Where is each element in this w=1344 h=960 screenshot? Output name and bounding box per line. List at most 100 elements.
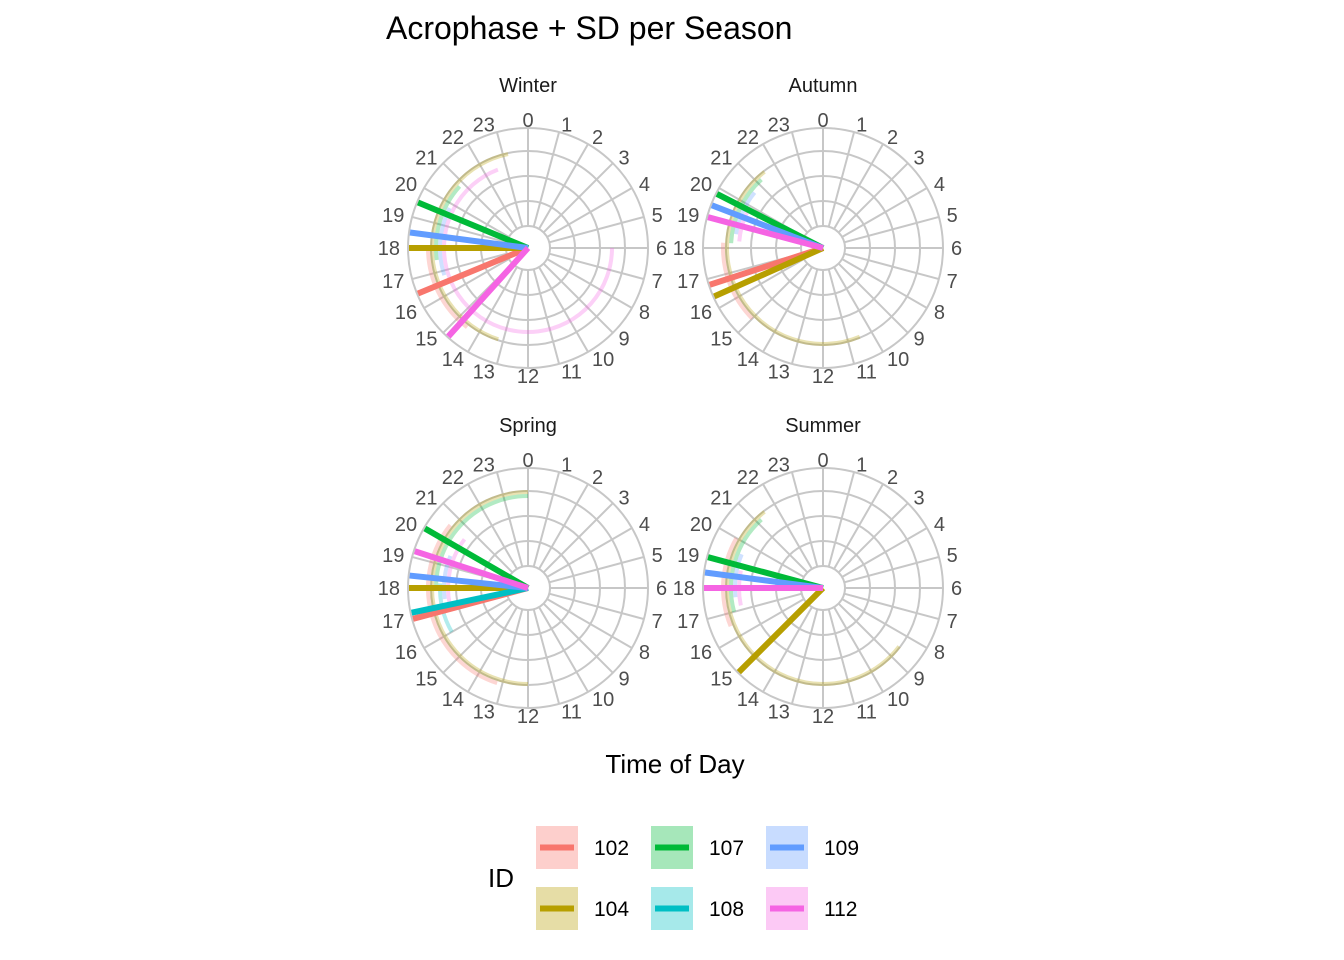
tick-label: 19 [677,545,699,567]
grid-spoke [843,555,940,584]
grid-spoke [467,606,518,693]
legend-label: 108 [709,898,744,921]
grid-spoke [833,606,884,693]
tick-label: 0 [817,450,828,472]
grid-spoke [495,608,524,705]
polar-grid-winter [407,127,649,369]
grid-spoke [532,471,561,568]
acrophase-line-104 [713,245,825,300]
grid-spoke [411,215,508,244]
grid-spoke [827,131,856,228]
tick-label: 7 [652,611,663,633]
tick-label: 20 [395,174,417,196]
grid-spoke [538,483,589,570]
grid-spoke [737,162,809,234]
tick-label: 10 [592,689,614,711]
grid-spoke [538,606,589,693]
legend-label: 109 [824,837,859,860]
tick-label: 3 [619,147,630,169]
tick-label: 13 [473,362,495,384]
tick-label: 23 [473,114,495,136]
tick-label: 8 [934,642,945,664]
grid-spoke [532,608,561,705]
tick-label: 2 [887,127,898,149]
grid-spoke [495,131,524,228]
tick-label: 13 [768,362,790,384]
tick-label: 7 [652,271,663,293]
grid-spoke [542,262,614,334]
acrophase-line-112 [413,548,529,591]
tick-label: 8 [639,302,650,324]
grid-spoke [546,187,633,238]
legend-item-112: 112 [766,887,857,930]
grid-spoke [548,215,645,244]
tick-label: 12 [517,366,539,388]
tick-label: 2 [592,127,603,149]
chart-title: Acrophase + SD per Season [386,10,792,46]
panel-title-autumn: Autumn [789,75,858,97]
tick-label: 20 [690,514,712,536]
grid-spoke [548,555,645,584]
grid-spoke [762,266,813,353]
tick-label: 2 [592,467,603,489]
grid-spoke [495,471,524,568]
tick-label: 19 [382,545,404,567]
tick-label: 22 [737,127,759,149]
tick-label: 9 [914,669,925,691]
grid-spoke [542,502,614,574]
grid-spoke [841,187,928,238]
tick-label: 6 [656,238,667,260]
tick-label: 10 [887,349,909,371]
sd-arc-104 [430,152,509,342]
grid-spoke [762,143,813,230]
grid-spoke [467,483,518,570]
tick-label: 5 [652,205,663,227]
acrophase-line-102 [416,245,530,297]
tick-label: 5 [947,545,958,567]
grid-spoke [762,606,813,693]
polar-grid-autumn [702,127,944,369]
tick-label: 14 [737,349,759,371]
tick-label: 3 [619,487,630,509]
tick-label: 9 [619,329,630,351]
tick-label: 16 [395,642,417,664]
tick-label: 14 [442,689,464,711]
acrophase-line-109 [409,572,529,591]
grid-spoke [737,262,809,334]
tick-label: 7 [947,271,958,293]
grid-spoke [837,602,909,674]
tick-label: 14 [442,349,464,371]
tick-label: 1 [856,114,867,136]
grid-spoke [833,143,884,230]
tick-label: 17 [382,611,404,633]
grid-spoke [841,258,928,309]
tick-label: 18 [673,578,695,600]
grid-spoke [762,483,813,570]
tick-label: 1 [561,454,572,476]
grid-spoke [542,602,614,674]
tick-label: 21 [415,147,437,169]
acrophase-lines-winter [409,199,531,339]
acrophase-line-109 [409,229,529,251]
tick-label: 3 [914,147,925,169]
legend-item-108: 108 [651,887,744,930]
tick-label: 19 [382,205,404,227]
grid-spoke [843,215,940,244]
grid-spoke [442,502,514,574]
tick-label: 13 [473,702,495,724]
tick-label: 0 [817,110,828,132]
tick-label: 10 [887,689,909,711]
acrophase-line-107 [423,525,530,591]
sd-arc-109 [734,191,757,235]
tick-label: 10 [592,349,614,371]
tick-label: 15 [415,329,437,351]
legend-label: 102 [594,837,629,860]
tick-label: 9 [619,669,630,691]
sd-arc-107 [434,494,529,589]
legend-item-107: 107 [651,826,744,869]
tick-label: 11 [856,362,877,384]
